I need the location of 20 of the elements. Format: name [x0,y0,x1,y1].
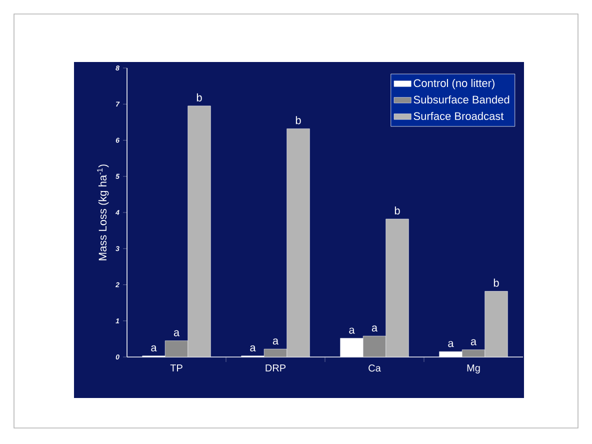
legend-label: Subsurface Banded [414,95,510,104]
data-label: a [174,330,180,336]
x-tick-label: Ca [368,364,381,372]
data-label: b [494,278,499,287]
x-tick-label: Mg [467,364,480,374]
y-axis-title: Mass Loss (kg ha$^{-1}$) [97,164,109,260]
legend-label: Control (no litter) [414,78,494,90]
data-label: a [151,345,157,352]
data-label: a [250,345,256,352]
legend-label: Surface Broadcast [414,112,504,120]
data-label: b [296,116,301,124]
data-label: b [196,93,202,102]
x-tick-label: DRP [266,364,286,372]
data-label: a [448,341,454,348]
x-tick-label: TP [170,364,182,372]
data-label: a [272,338,279,345]
data-label: b [394,206,400,215]
data-label: a [470,339,477,346]
data-label: a [349,328,355,334]
data-label: a [372,326,378,332]
